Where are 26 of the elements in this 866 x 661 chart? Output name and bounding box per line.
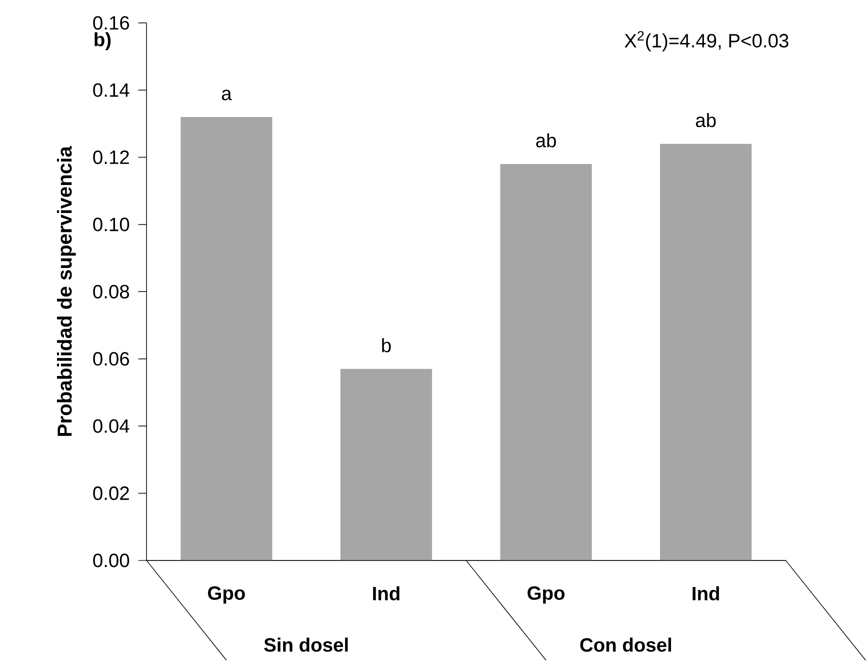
annotation: X$^{2}$(1)=4.49, P<0.03 bbox=[624, 31, 788, 52]
y-tick-label: 0.12 bbox=[93, 150, 129, 164]
bar bbox=[340, 369, 432, 561]
text: Sin dosel bbox=[264, 638, 348, 652]
bar bbox=[500, 164, 592, 561]
y-tick-label: 0.06 bbox=[93, 352, 130, 366]
data-label: a bbox=[222, 90, 232, 100]
bar bbox=[180, 117, 272, 561]
data-label: b bbox=[382, 338, 391, 352]
x-tick-label: Gpo bbox=[208, 586, 245, 604]
data-label: ab bbox=[696, 113, 716, 128]
y-tick-label: 0.04 bbox=[93, 419, 130, 434]
text: b) bbox=[94, 32, 111, 50]
x-tick-label: Gpo bbox=[528, 586, 565, 604]
y-tick-label: 0.00 bbox=[93, 554, 130, 568]
text: Con dosel bbox=[580, 638, 672, 652]
y-tick-label: 0.02 bbox=[93, 486, 129, 500]
data-label: ab bbox=[536, 133, 556, 148]
y-tick-label: 0.16 bbox=[93, 16, 130, 30]
x-tick-label: Ind bbox=[373, 586, 400, 601]
x-tick-label: Ind bbox=[692, 586, 719, 601]
y-tick-label: 0.14 bbox=[93, 83, 130, 98]
y-tick-label: 0.10 bbox=[93, 218, 130, 232]
bar bbox=[660, 144, 752, 561]
y-tick-label: 0.08 bbox=[93, 285, 130, 299]
y-axis-title: Probabilidad de supervivencia bbox=[56, 146, 76, 436]
